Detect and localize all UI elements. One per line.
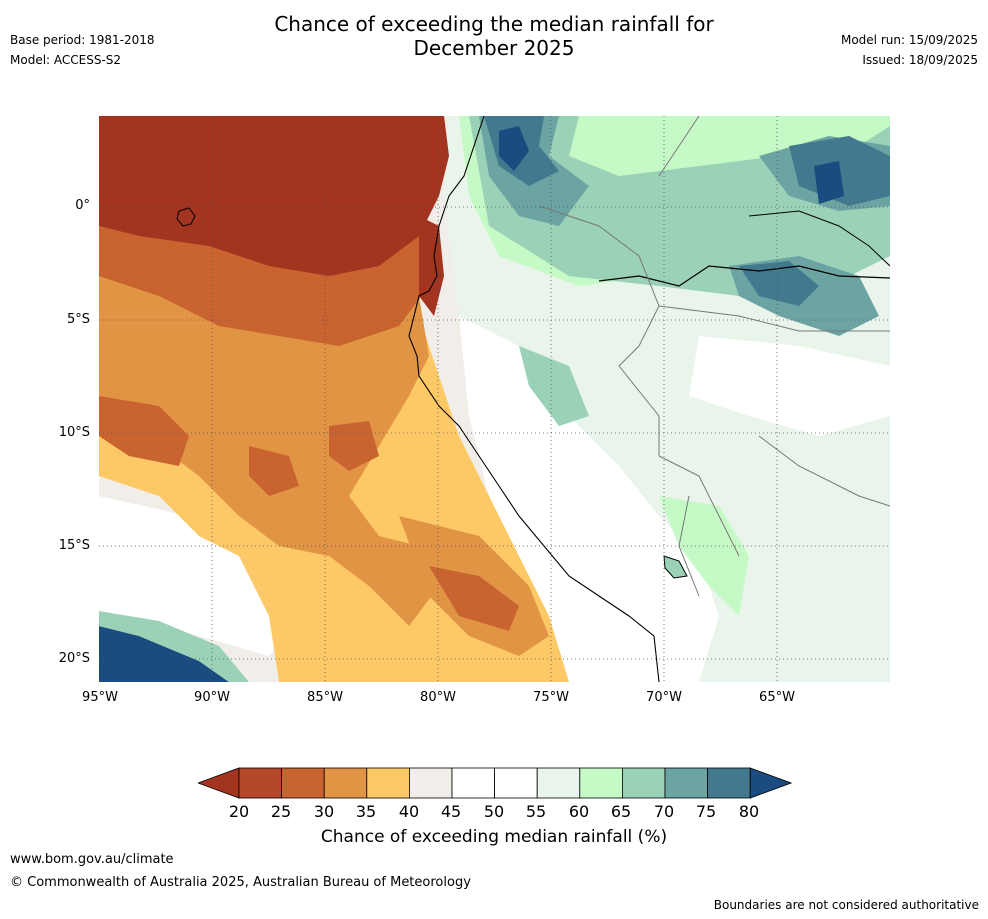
lat-label-20s: 20°S [58, 651, 90, 666]
colorbar-segment-70 [664, 767, 708, 799]
colorbar-segment-20 [238, 767, 282, 799]
model-run: Model run: 15/09/2025 [840, 33, 978, 47]
website-link[interactable]: www.bom.gov.au/climate [10, 852, 174, 867]
colorbar-tick-75: 75 [695, 802, 717, 821]
map-canvas [99, 116, 890, 682]
amazon-river [598, 265, 890, 287]
copyright-text: © Commonwealth of Australia 2025, Austra… [10, 875, 471, 890]
colorbar-segment-50 [494, 767, 538, 799]
colorbar-tick-80: 80 [738, 802, 760, 821]
rainfall-map [99, 116, 890, 682]
colorbar-segment-65 [621, 767, 666, 799]
colorbar-tick-60: 60 [568, 802, 590, 821]
zone-45-55-ocean-south [99, 496, 299, 656]
lat-label-15s: 15°S [58, 538, 90, 553]
zone-25-30-blob3 [329, 421, 379, 471]
colorbar-title: Chance of exceeding median rainfall (%) [320, 827, 668, 847]
lon-label-80w: 80°W [420, 690, 456, 705]
lon-label-95w: 95°W [82, 690, 118, 705]
zone-80-plus-northeast [814, 161, 844, 204]
colorbar-tick-35: 35 [355, 802, 377, 821]
colorbar-tick-40: 40 [398, 802, 420, 821]
zone-80-plus-southwest [99, 626, 229, 682]
colorbar-segment-35 [366, 767, 410, 799]
boundaries-disclaimer: Boundaries are not considered authoritat… [713, 898, 979, 912]
colorbar-segment-60 [579, 767, 623, 799]
colorbar-segments [198, 767, 792, 799]
lake-titicaca [663, 555, 688, 579]
lon-label-65w: 65°W [759, 690, 795, 705]
colorbar [198, 767, 792, 799]
colorbar-segment-55 [536, 767, 581, 799]
colorbar-tick-20: 20 [228, 802, 250, 821]
colorbar-tick-30: 30 [313, 802, 335, 821]
colorbar-segment-45 [451, 767, 495, 799]
zone-25-30-blob4 [429, 566, 519, 631]
country-borders [538, 116, 890, 597]
colorbar-tick-50: 50 [483, 802, 505, 821]
zone-60-65-south [659, 496, 749, 616]
lon-label-85w: 85°W [307, 690, 343, 705]
zone-20-25-north [99, 116, 449, 276]
lon-label-90w: 90°W [194, 690, 230, 705]
lon-label-75w: 75°W [533, 690, 569, 705]
colorbar-arrow-low [198, 767, 240, 799]
lat-label-10s: 10°S [58, 425, 90, 440]
colorbar-tick-65: 65 [610, 802, 632, 821]
colorbar-tick-55: 55 [525, 802, 547, 821]
zone-45-55-inland [689, 336, 890, 436]
meta-left: Base period: 1981-2018 Model: ACCESS-S2 [10, 30, 155, 70]
zone-80-plus-north [499, 126, 529, 171]
zone-45-55-coastal [459, 316, 719, 682]
colorbar-tick-45: 45 [440, 802, 462, 821]
issued-date: Issued: 18/09/2025 [862, 53, 978, 67]
zone-25-30-west [99, 226, 429, 346]
galapagos-island [176, 207, 196, 227]
colorbar-segment-25 [281, 767, 325, 799]
title-line-1: Chance of exceeding the median rainfall … [274, 12, 714, 36]
colorbar-segment-30 [323, 767, 368, 799]
lat-label-5s: 5°S [66, 312, 90, 327]
colorbar-segment-40 [408, 767, 453, 799]
zone-25-30-blob1 [99, 396, 189, 466]
colorbar-segment-75 [707, 767, 751, 799]
meta-right: Model run: 15/09/2025 Issued: 18/09/2025 [841, 30, 978, 70]
base-period: Base period: 1981-2018 [10, 33, 155, 47]
lon-label-70w: 70°W [646, 690, 682, 705]
model-name: Model: ACCESS-S2 [10, 53, 122, 67]
map-title: Chance of exceeding the median rainfall … [0, 12, 988, 60]
colorbar-arrow-high [749, 767, 792, 799]
zone-75-80-east [739, 261, 819, 306]
zone-green-edge-southwest [99, 611, 249, 682]
river-north [748, 210, 890, 267]
zone-65-70-central [519, 346, 589, 426]
title-line-2: December 2025 [413, 36, 575, 60]
colorbar-tick-25: 25 [270, 802, 292, 821]
zone-25-30-blob2 [249, 446, 299, 496]
lat-label-0: 0° [75, 198, 90, 213]
coastline [408, 116, 660, 682]
colorbar-tick-70: 70 [653, 802, 675, 821]
